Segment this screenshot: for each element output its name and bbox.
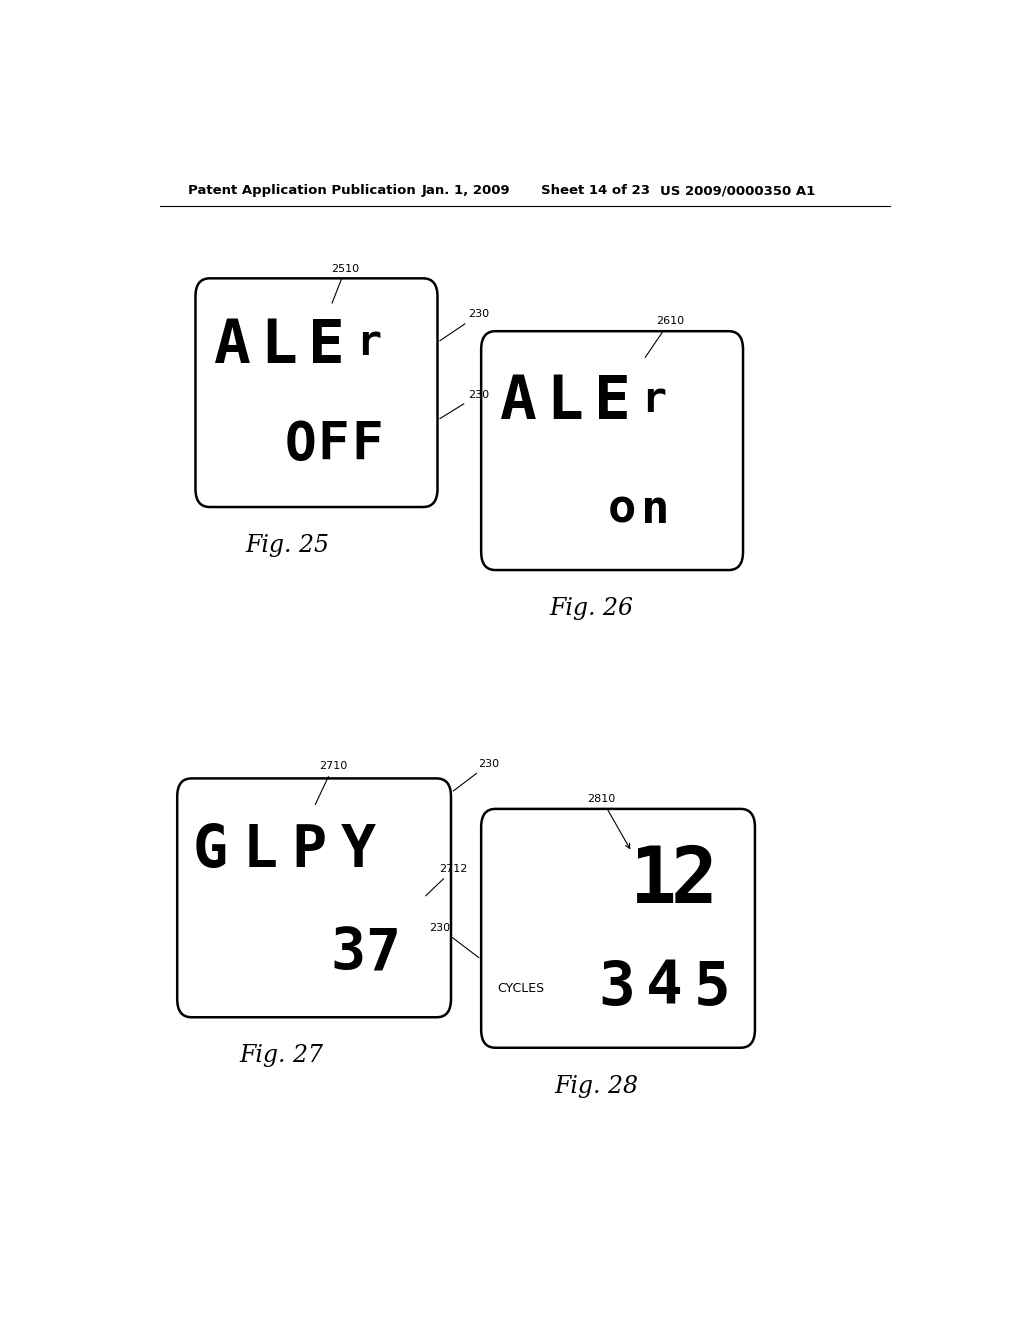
Text: 4: 4: [646, 958, 683, 1018]
Text: 1: 1: [631, 842, 677, 919]
FancyBboxPatch shape: [196, 279, 437, 507]
Text: Jan. 1, 2009: Jan. 1, 2009: [422, 185, 510, 198]
Text: 230: 230: [429, 923, 479, 958]
Text: 2: 2: [671, 842, 717, 919]
Text: 230: 230: [454, 759, 500, 791]
Text: L: L: [243, 821, 278, 879]
Text: L: L: [260, 317, 297, 376]
Text: Fig. 28: Fig. 28: [554, 1074, 638, 1098]
FancyBboxPatch shape: [481, 809, 755, 1048]
Text: 2510: 2510: [332, 264, 359, 304]
Text: 7: 7: [366, 924, 400, 981]
Text: Patent Application Publication: Patent Application Publication: [187, 185, 416, 198]
Text: 3: 3: [331, 924, 366, 981]
Text: Sheet 14 of 23: Sheet 14 of 23: [541, 185, 649, 198]
Text: 230: 230: [439, 309, 489, 341]
Text: o: o: [608, 488, 637, 533]
FancyBboxPatch shape: [177, 779, 451, 1018]
Text: F: F: [351, 420, 383, 471]
Text: F: F: [317, 420, 349, 471]
Text: US 2009/0000350 A1: US 2009/0000350 A1: [659, 185, 815, 198]
Text: n: n: [641, 488, 670, 533]
Text: O: O: [285, 420, 316, 471]
Text: 230: 230: [440, 389, 489, 418]
Text: 5: 5: [694, 958, 730, 1018]
Text: 2610: 2610: [645, 317, 684, 358]
Text: A: A: [213, 317, 250, 376]
Text: Fig. 25: Fig. 25: [246, 535, 330, 557]
Text: Fig. 26: Fig. 26: [549, 597, 633, 620]
Text: A: A: [499, 374, 536, 433]
Text: Y: Y: [341, 821, 376, 879]
Text: 2712: 2712: [426, 865, 468, 896]
Text: r: r: [355, 322, 381, 364]
Text: E: E: [594, 374, 631, 433]
Text: L: L: [546, 374, 583, 433]
Text: 3: 3: [599, 958, 635, 1018]
Text: E: E: [308, 317, 345, 376]
Text: P: P: [292, 821, 327, 879]
FancyBboxPatch shape: [481, 331, 743, 570]
Text: r: r: [641, 379, 667, 421]
Text: 2810: 2810: [588, 795, 630, 849]
Text: CYCLES: CYCLES: [497, 982, 544, 994]
Text: Fig. 27: Fig. 27: [240, 1044, 324, 1068]
Text: 2710: 2710: [315, 762, 347, 805]
Text: G: G: [194, 821, 228, 879]
